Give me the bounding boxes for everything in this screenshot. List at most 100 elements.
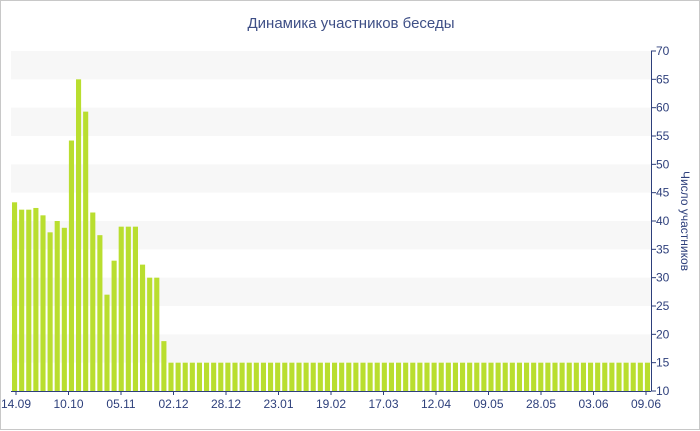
bar [637,362,643,391]
bar [68,140,74,391]
bar [218,362,224,391]
bar [488,362,494,391]
bar [97,235,103,391]
bar [12,202,18,391]
bar [360,362,366,391]
grid-band [11,51,651,80]
y-tick-labels: 10 15 20 25 30 35 40 45 50 55 60 65 70 [656,44,670,398]
x-tick-labels: 14.09 10.10 05.11 02.12 28.12 23.01 19.02 17.03… [1,397,661,411]
x-tick-label: 10.10 [53,397,83,411]
bar [588,362,594,391]
bar [474,362,480,391]
x-tick-label: 23.01 [263,397,293,411]
grid-band [11,164,651,193]
bar [310,362,316,391]
bar [524,362,530,391]
bar [630,362,636,391]
bar [552,362,558,391]
bar [182,362,188,391]
grid-band [11,221,651,250]
x-tick-label: 28.12 [211,397,241,411]
bar [33,207,39,391]
grid-band [11,334,651,363]
y-tick-label: 60 [656,101,670,115]
bar [147,277,153,391]
x-tick-label: 02.12 [158,397,188,411]
bar [381,362,387,391]
y-tick-label: 55 [656,129,670,143]
bar [332,362,338,391]
x-tick-label: 05.11 [106,397,135,411]
bar [509,362,515,391]
bar [61,227,67,391]
bar [154,277,160,391]
bar [104,294,110,391]
x-tick-label: 14.09 [1,397,31,411]
bar [516,362,522,391]
bar [40,215,46,391]
bar [403,362,409,391]
x-tick-label: 19.02 [316,397,346,411]
x-tick-label: 12.04 [421,397,451,411]
x-tick-label: 03.06 [578,397,608,411]
bar [431,362,437,391]
bar [417,362,423,391]
bar [260,362,266,391]
bar [531,362,537,391]
bar [161,341,167,391]
x-tick-label: 09.05 [473,397,503,411]
bars [12,79,650,391]
y-tick-label: 30 [656,271,670,285]
bar [225,362,231,391]
x-tick-label: 28.05 [526,397,556,411]
bar [410,362,416,391]
bar [26,209,32,391]
grid-band [11,277,651,306]
bar [246,362,252,391]
bar [545,362,551,391]
y-tick-label: 65 [656,72,670,86]
bar [353,362,359,391]
axes [11,50,656,395]
x-tick-label: 17.03 [368,397,398,411]
grid-bands [11,51,651,363]
bar [118,226,124,391]
bar [111,260,117,391]
bar [623,362,629,391]
bar [76,79,82,391]
bar [495,362,501,391]
bar [374,362,380,391]
y-tick-label: 25 [656,299,670,313]
bar [282,362,288,391]
bar [502,362,508,391]
bar [232,362,238,391]
bar [538,362,544,391]
bar [467,362,473,391]
y-tick-label: 70 [656,44,670,58]
bar [602,362,608,391]
bar [189,362,195,391]
bar [644,362,650,391]
bar [566,362,572,391]
bar [445,362,451,391]
bar [438,362,444,391]
bar [367,362,373,391]
bar [616,362,622,391]
y-tick-label: 35 [656,242,670,256]
bar [54,221,60,391]
bar [396,362,402,391]
bar [168,362,174,391]
bar [47,232,53,391]
bar [324,362,330,391]
bar [388,362,394,391]
bar [239,362,245,391]
grid-band [11,107,651,136]
bar [580,362,586,391]
y-tick-label: 40 [656,214,670,228]
bar [19,209,25,391]
bar [196,362,202,391]
y-tick-label: 45 [656,186,670,200]
bar [204,362,210,391]
